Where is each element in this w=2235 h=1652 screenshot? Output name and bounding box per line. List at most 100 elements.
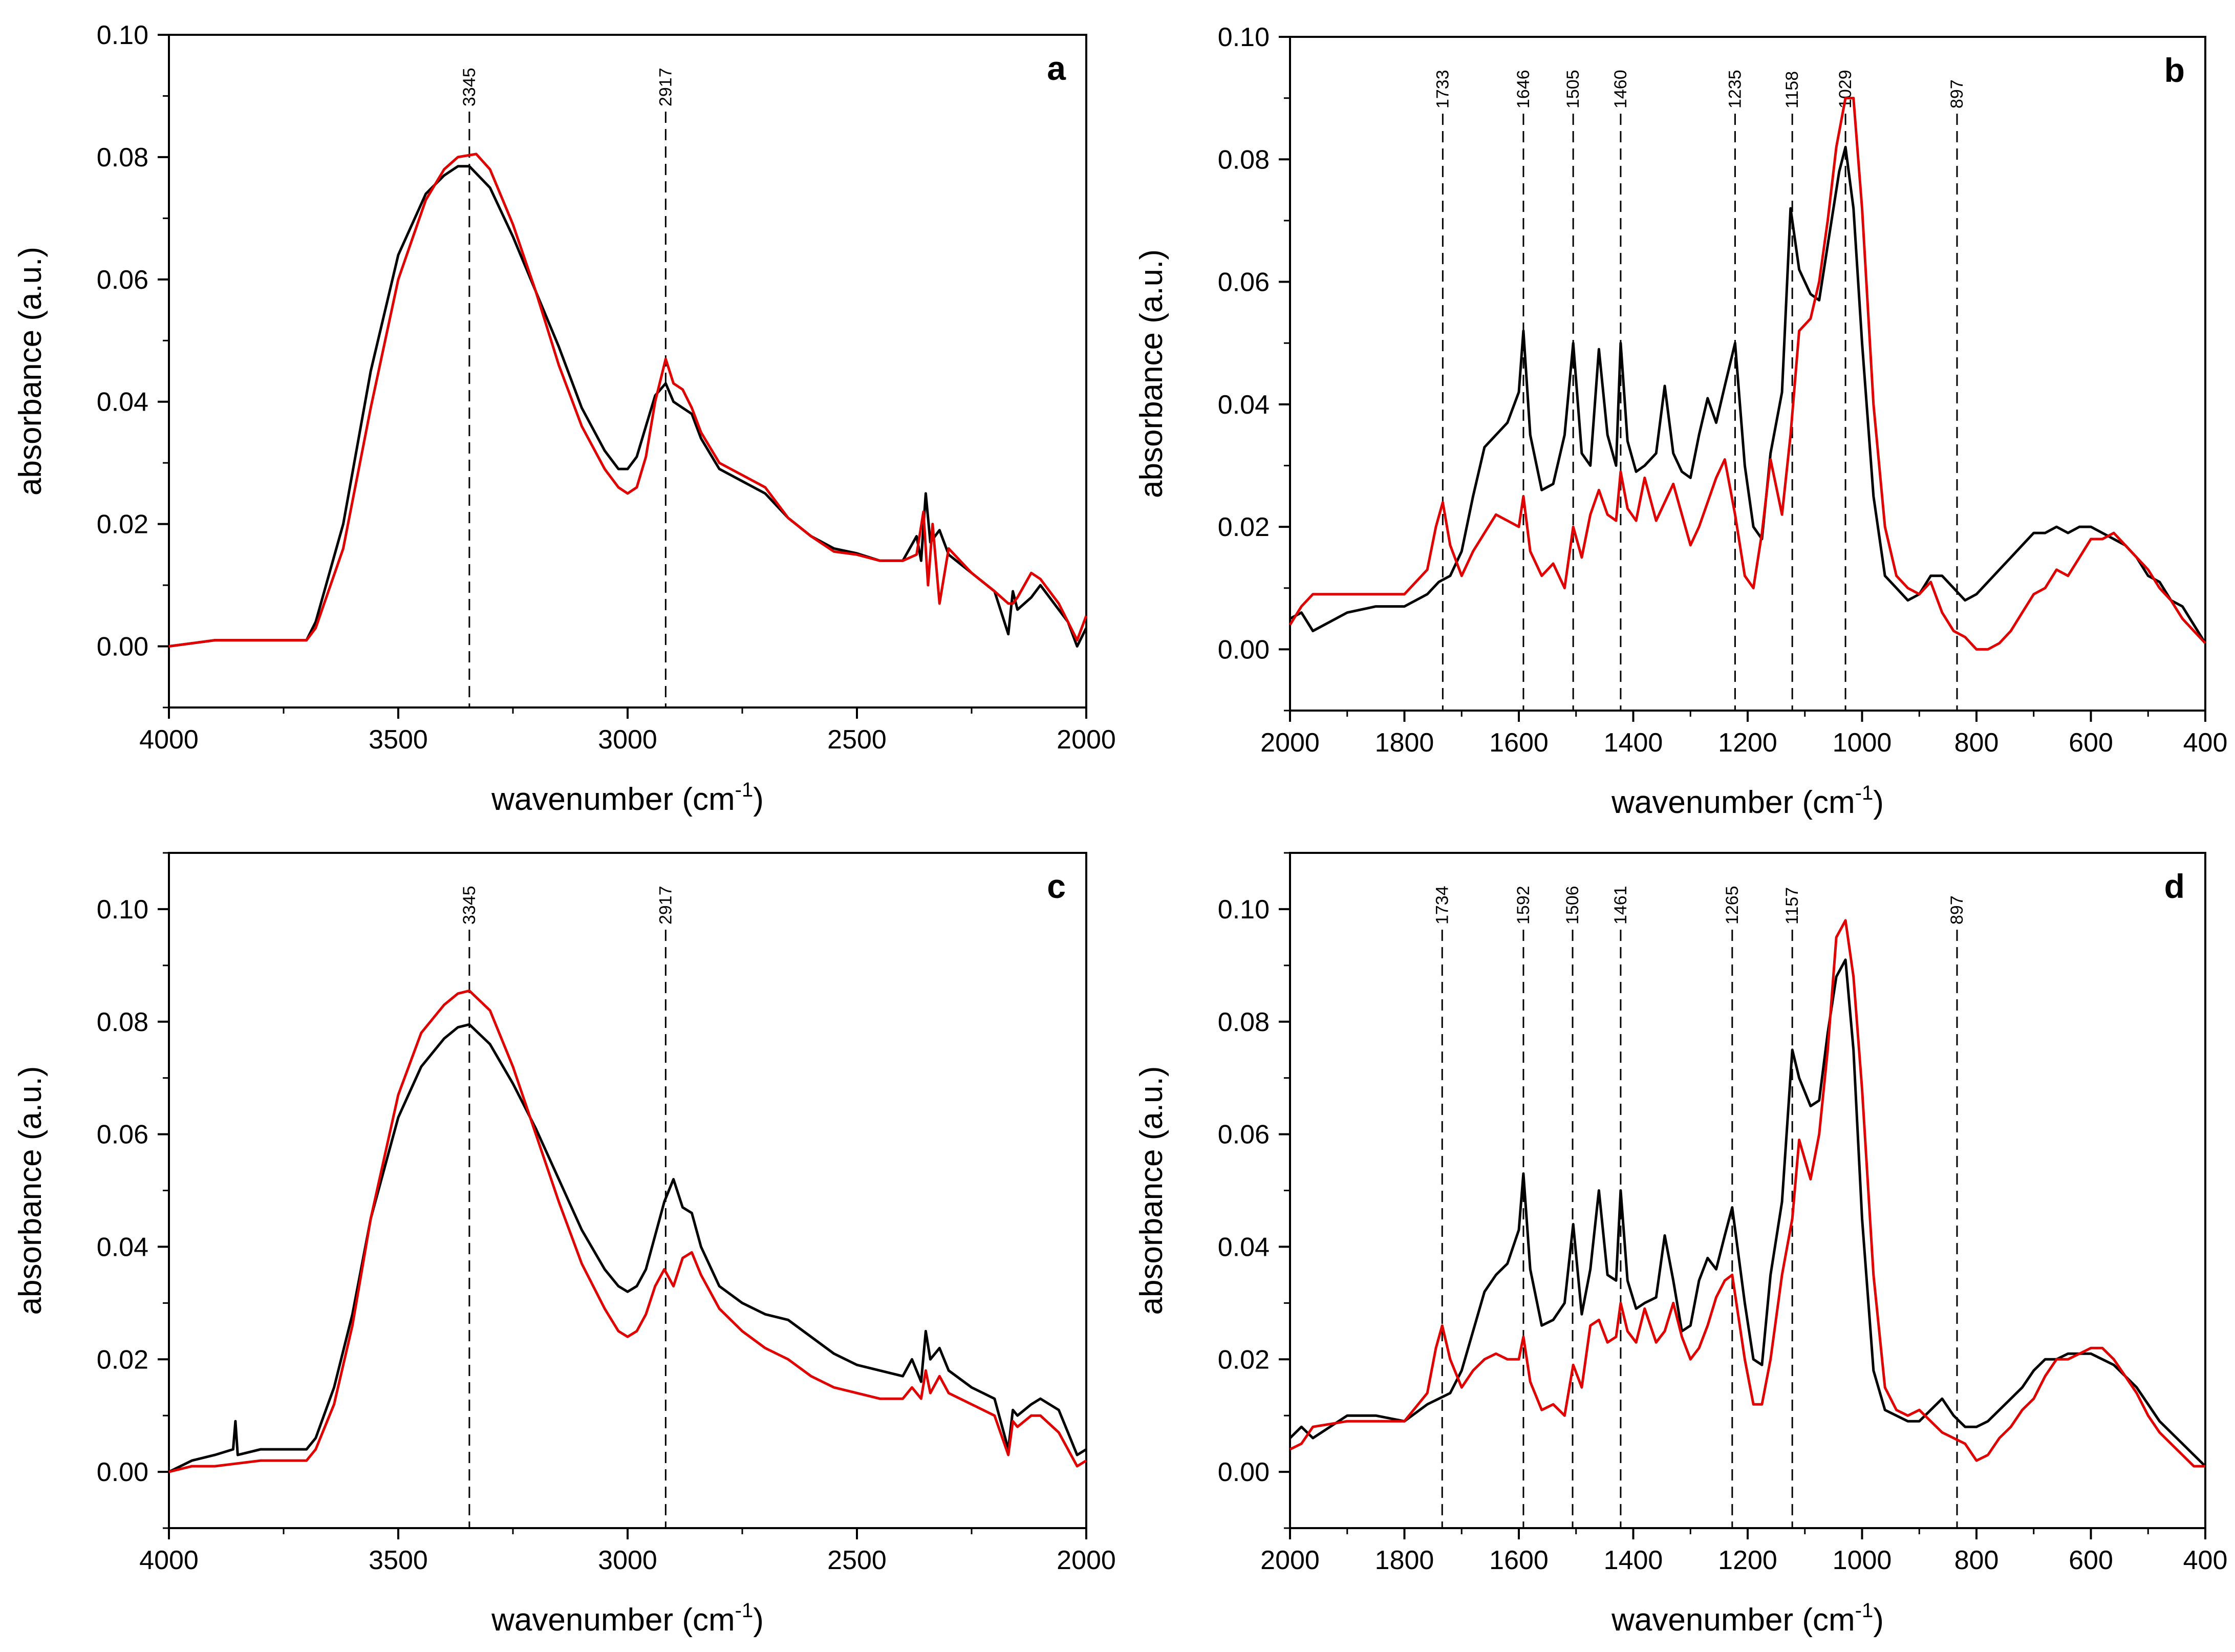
peak-marker-label: 1734: [1432, 886, 1452, 925]
x-tick-label: 2500: [827, 725, 887, 755]
y-tick-label: 0.06: [1218, 1120, 1270, 1150]
x-tick-label: 3000: [598, 725, 657, 755]
x-tick-label: 1400: [1604, 1546, 1663, 1575]
y-tick-label: 0.10: [97, 895, 148, 925]
panel-b: 2000 1800 1600 1400 1200 1000 800 600 400 0.00 0.0…: [1134, 23, 2227, 820]
x-tick-label: 400: [2183, 1546, 2228, 1575]
peak-marker-label: 3345: [460, 68, 479, 106]
y-tick-label: 0.10: [97, 20, 148, 50]
x-axis-title-close: ): [1873, 1602, 1884, 1638]
peak-marker-label: 1506: [1563, 886, 1582, 925]
x-axis-title-sup: -1: [1855, 1599, 1874, 1622]
y-tick-label: 0.08: [1218, 145, 1270, 175]
series-line-black: [168, 1023, 1087, 1473]
peak-marker-label: 1460: [1611, 70, 1630, 109]
peak-marker-label: 1505: [1563, 70, 1583, 109]
x-tick-label: 800: [1954, 728, 1999, 758]
x-tick-label: 1800: [1375, 728, 1434, 758]
series-line-black: [1289, 958, 2206, 1467]
peak-marker-label: 2917: [656, 886, 675, 925]
x-tick-label: 600: [2069, 1546, 2113, 1575]
series-line-red: [1288, 97, 2206, 651]
y-axis-title: absorbance (a.u.): [13, 1066, 48, 1315]
x-tick-label: 3000: [598, 1546, 657, 1575]
x-tick-label: 2000: [1260, 1546, 1320, 1575]
y-tick-label: 0.00: [1218, 635, 1270, 664]
plot-frame: [1289, 852, 2206, 1529]
peak-marker-label: 1592: [1514, 886, 1533, 925]
x-axis-title: wavenumber (cm-1): [1611, 782, 1884, 820]
peak-marker-label: 1265: [1723, 886, 1742, 925]
x-axis-title-main: wavenumber (cm: [1611, 1602, 1855, 1638]
peak-marker-label: 1461: [1611, 886, 1630, 925]
y-tick-label: 0.04: [97, 388, 148, 417]
x-tick-label: 2000: [1057, 1546, 1116, 1575]
peak-marker-label: 1157: [1782, 887, 1802, 925]
y-tick-label: 0.08: [97, 143, 148, 173]
y-tick-label: 0.00: [97, 632, 148, 662]
series-line-red: [168, 989, 1087, 1473]
y-tick-label: 0.06: [97, 1120, 148, 1150]
plot-frame: [168, 852, 1087, 1529]
y-tick-label: 0.00: [1218, 1457, 1270, 1487]
panel-a: 4000 3500 3000 2500 2000 0.00 0.02 0.04 0.06 0.08…: [13, 20, 1116, 817]
y-axis-title: absorbance (a.u.): [1134, 1066, 1169, 1315]
y-tick-label: 0.04: [1218, 1232, 1270, 1262]
peak-marker-label: 1733: [1433, 70, 1452, 109]
x-tick-label: 400: [2183, 728, 2228, 758]
y-tick-label: 0.00: [97, 1457, 148, 1487]
panel-c: 4000 3500 3000 2500 2000 0.00 0.02 0.04 0.06 0.08…: [13, 852, 1116, 1638]
y-tick-label: 0.10: [1218, 895, 1270, 925]
y-tick-label: 0.08: [97, 1007, 148, 1037]
x-axis-title-close: ): [1873, 785, 1884, 820]
y-tick-label: 0.02: [97, 1345, 148, 1375]
peak-marker-label: 3345: [460, 886, 479, 925]
x-tick-label: 1200: [1718, 1546, 1777, 1575]
x-axis-title-main: wavenumber (cm: [491, 1602, 735, 1638]
y-tick-label: 0.04: [1218, 390, 1270, 420]
peak-marker-label: 2917: [656, 68, 675, 106]
peak-marker-label: 1235: [1725, 70, 1745, 109]
x-tick-label: 3500: [369, 725, 428, 755]
x-tick-label: 2000: [1260, 728, 1320, 758]
y-tick-label: 0.02: [1218, 1345, 1270, 1375]
y-tick-label: 0.04: [97, 1232, 148, 1262]
x-axis-title-main: wavenumber (cm: [1611, 785, 1855, 820]
panel-letter: c: [1047, 867, 1066, 905]
x-tick-label: 1600: [1489, 1546, 1549, 1575]
y-tick-label: 0.06: [97, 265, 148, 295]
x-tick-label: 800: [1954, 1546, 1999, 1575]
x-axis-title-sup: -1: [1855, 782, 1874, 804]
y-tick-label: 0.08: [1218, 1007, 1270, 1037]
series-line-black: [1289, 145, 2207, 644]
x-tick-label: 1000: [1833, 1546, 1892, 1575]
y-axis-title: absorbance (a.u.): [1134, 249, 1169, 498]
x-tick-label: 2000: [1057, 725, 1116, 755]
panel-letter: b: [2164, 51, 2185, 89]
y-tick-label: 0.06: [1218, 268, 1270, 297]
plot-frame: [1289, 36, 2206, 712]
x-axis-title-sup: -1: [735, 1599, 754, 1622]
x-axis-title: wavenumber (cm-1): [491, 1599, 764, 1638]
x-tick-label: 600: [2069, 728, 2113, 758]
panel-letter: a: [1047, 49, 1066, 87]
x-tick-label: 1000: [1833, 728, 1892, 758]
x-tick-label: 2500: [827, 1546, 887, 1575]
y-tick-label: 0.02: [97, 510, 148, 540]
series-line-red: [168, 153, 1088, 648]
peak-marker-label: 1158: [1782, 71, 1802, 109]
x-tick-label: 4000: [139, 725, 199, 755]
x-axis-title-main: wavenumber (cm: [491, 782, 735, 817]
panel-letter: d: [2164, 867, 2185, 905]
peak-marker-label: 897: [1947, 79, 1967, 109]
peak-marker-label: 1646: [1514, 70, 1533, 109]
y-tick-label: 0.10: [1218, 23, 1270, 52]
x-axis-title-sup: -1: [735, 779, 754, 801]
peak-marker-label: 897: [1947, 895, 1967, 925]
x-tick-label: 1400: [1604, 728, 1663, 758]
series-line-black: [168, 165, 1088, 648]
x-axis-title-close: ): [753, 782, 764, 817]
y-tick-label: 0.02: [1218, 512, 1270, 542]
series-line-red: [1289, 919, 2205, 1468]
